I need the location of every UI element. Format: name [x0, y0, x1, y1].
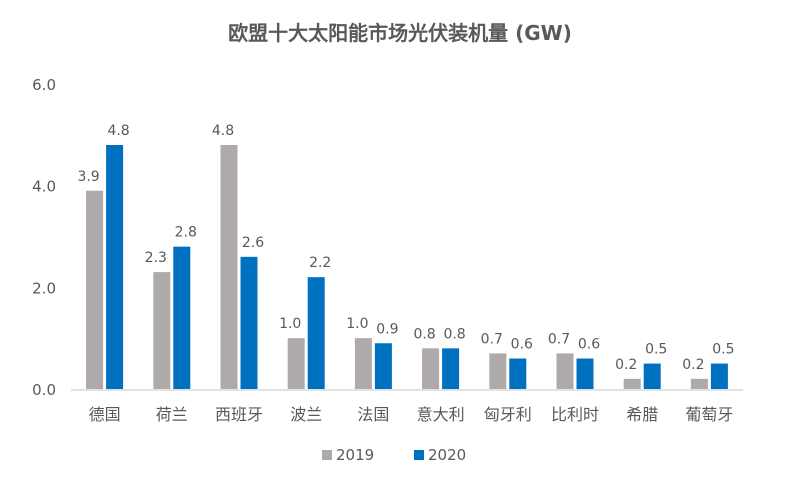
bar-2019	[556, 353, 574, 389]
data-label: 0.2	[615, 357, 637, 373]
data-label: 0.5	[645, 342, 667, 358]
data-label: 2.6	[242, 235, 264, 251]
x-tick-label: 意大利	[417, 405, 465, 424]
x-tick-label: 法国	[357, 405, 389, 424]
x-tick-label: 比利时	[551, 405, 599, 424]
data-label: 0.5	[712, 342, 734, 358]
data-label: 1.0	[279, 316, 301, 332]
y-tick-label: 2.0	[32, 279, 56, 297]
y-tick-label: 0.0	[32, 381, 56, 399]
bar-2019	[287, 338, 305, 389]
x-tick-label: 葡萄牙	[685, 405, 733, 424]
x-tick-label: 德国	[89, 405, 121, 424]
x-tick-label: 匈牙利	[484, 405, 532, 424]
data-label: 4.8	[107, 123, 129, 139]
bar-2019	[489, 353, 507, 389]
data-label: 0.7	[548, 331, 570, 347]
legend-swatch-2019	[322, 450, 332, 460]
bar-2019	[153, 272, 171, 389]
x-tick-label: 西班牙	[215, 405, 263, 424]
data-label: 0.6	[578, 337, 600, 353]
x-tick-label: 希腊	[626, 405, 658, 424]
data-label: 0.6	[511, 337, 533, 353]
bar-2019	[86, 190, 104, 389]
bar-2019	[623, 378, 641, 389]
data-label: 2.2	[309, 255, 331, 271]
bar-2019	[690, 378, 708, 389]
bar-2019	[422, 348, 440, 389]
y-tick-label: 6.0	[32, 76, 56, 94]
data-label: 0.2	[682, 357, 704, 373]
data-label: 1.0	[346, 316, 368, 332]
bar-2020	[442, 348, 460, 389]
legend-label: 2019	[336, 446, 374, 464]
bar-2020	[710, 363, 728, 389]
bar-2020	[576, 358, 594, 389]
bar-2019	[220, 145, 238, 389]
bar-2019	[354, 338, 372, 389]
bar-2020	[374, 343, 392, 389]
chart-title: 欧盟十大太阳能市场光伏装机量 (GW)	[228, 21, 572, 45]
bar-2020	[307, 277, 325, 389]
y-tick-label: 4.0	[32, 178, 56, 196]
data-label: 0.7	[481, 331, 503, 347]
data-label: 2.8	[175, 225, 197, 241]
data-label: 0.9	[376, 321, 398, 337]
data-label: 0.8	[443, 326, 465, 342]
x-tick-label: 荷兰	[156, 405, 188, 424]
bar-2020	[240, 256, 258, 389]
data-label: 2.3	[145, 250, 167, 266]
legend-swatch-2020	[414, 450, 424, 460]
bar-2020	[173, 246, 191, 389]
bar-2020	[509, 358, 527, 389]
bar-2020	[643, 363, 661, 389]
x-tick-label: 波兰	[290, 405, 322, 424]
legend-label: 2020	[428, 446, 466, 464]
data-label: 3.9	[77, 169, 99, 185]
legend: 2019 2020	[322, 446, 466, 464]
bar-2020	[106, 145, 124, 389]
data-label: 4.8	[212, 123, 234, 139]
data-label: 0.8	[413, 326, 435, 342]
